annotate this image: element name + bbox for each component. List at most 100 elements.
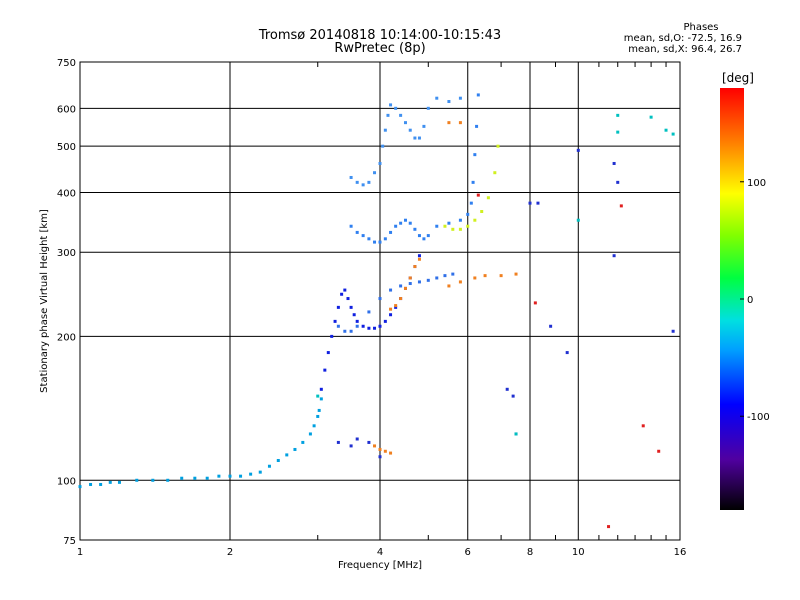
data-point [403,121,407,125]
colorbar-tick-label: 0 [747,295,753,306]
data-point [386,113,390,117]
data-point [616,180,620,184]
data-point [496,144,500,148]
data-point [389,103,393,107]
data-point [301,440,305,444]
data-point [349,175,353,179]
data-point [649,115,653,119]
data-point [343,329,347,333]
data-point [480,210,484,214]
data-point [612,161,616,165]
data-point [514,432,518,436]
data-point [340,292,344,296]
data-point [473,276,477,280]
x-tick-label: 6 [465,547,471,558]
data-point [78,485,82,489]
data-point [319,397,323,401]
y-axis-label: Stationary phase Virtual Height [km] [39,209,50,393]
data-point [151,478,155,482]
data-point [336,440,340,444]
data-point [333,319,337,323]
data-point [383,128,387,132]
data-point [349,305,353,309]
data-point [493,171,497,175]
data-point [399,297,403,301]
y-tick-label: 500 [57,142,76,153]
data-point [378,240,382,244]
phase-statistics: Phases mean, sd,O: -72.5, 16.9 mean, sd,… [600,22,750,55]
data-point [355,319,359,323]
data-point [435,96,439,100]
data-point [166,478,170,482]
data-point [249,472,253,476]
data-point [549,324,553,328]
y-tick-label: 400 [57,188,76,199]
data-point [394,305,398,309]
data-point [473,218,477,222]
data-point [447,121,451,125]
data-point [607,525,611,529]
data-point [276,458,280,462]
data-point [619,204,623,208]
data-point [408,128,412,132]
data-point [616,130,620,134]
data-point [394,106,398,110]
data-point [447,284,451,288]
data-point [323,368,327,372]
data-point [413,265,417,269]
data-point [413,227,417,231]
data-point [373,240,377,244]
y-tick-label: 75 [63,536,76,547]
data-point [576,148,580,152]
data-point [458,227,462,231]
data-point [435,224,439,228]
data-point [373,171,377,175]
data-point [451,272,455,276]
data-point [352,313,356,317]
data-point [239,474,243,478]
data-point [383,237,387,241]
data-point [443,224,447,228]
data-point [367,326,371,330]
phase-x-stats: mean, sd,X: 96.4, 26.7 [628,44,742,55]
data-point [451,227,455,231]
data-point [378,455,382,459]
data-point [316,414,320,418]
data-point [355,230,359,234]
data-point [373,326,377,330]
data-point [435,276,439,280]
y-tick-label: 750 [57,58,76,69]
data-point [641,424,645,428]
data-point [308,432,312,436]
data-point [180,476,184,480]
data-point [349,224,353,228]
phase-o-stats: mean, sd,O: -72.5, 16.9 [623,33,742,44]
data-point [616,113,620,117]
y-tick-label: 200 [57,332,76,343]
data-point [343,288,347,292]
data-point [355,324,359,328]
data-point [373,444,377,448]
data-points [78,93,675,529]
data-point [417,234,421,238]
data-point [471,180,475,184]
data-point [355,437,359,441]
data-point [217,474,221,478]
data-point [378,324,382,328]
data-point [466,212,470,216]
data-point [476,93,480,97]
colorbar-tick-label: 100 [747,178,766,189]
data-point [383,319,387,323]
data-point [193,476,197,480]
data-point [408,282,412,286]
data-point [422,124,426,128]
data-point [389,313,393,317]
y-tick-label: 600 [57,104,76,115]
data-point [367,180,371,184]
data-point [285,453,289,457]
x-tick-label: 8 [527,547,533,558]
grid [80,62,680,540]
colorbar-ticks: 100 0 -100 [740,178,770,423]
data-point [458,280,462,284]
data-point [466,224,470,228]
